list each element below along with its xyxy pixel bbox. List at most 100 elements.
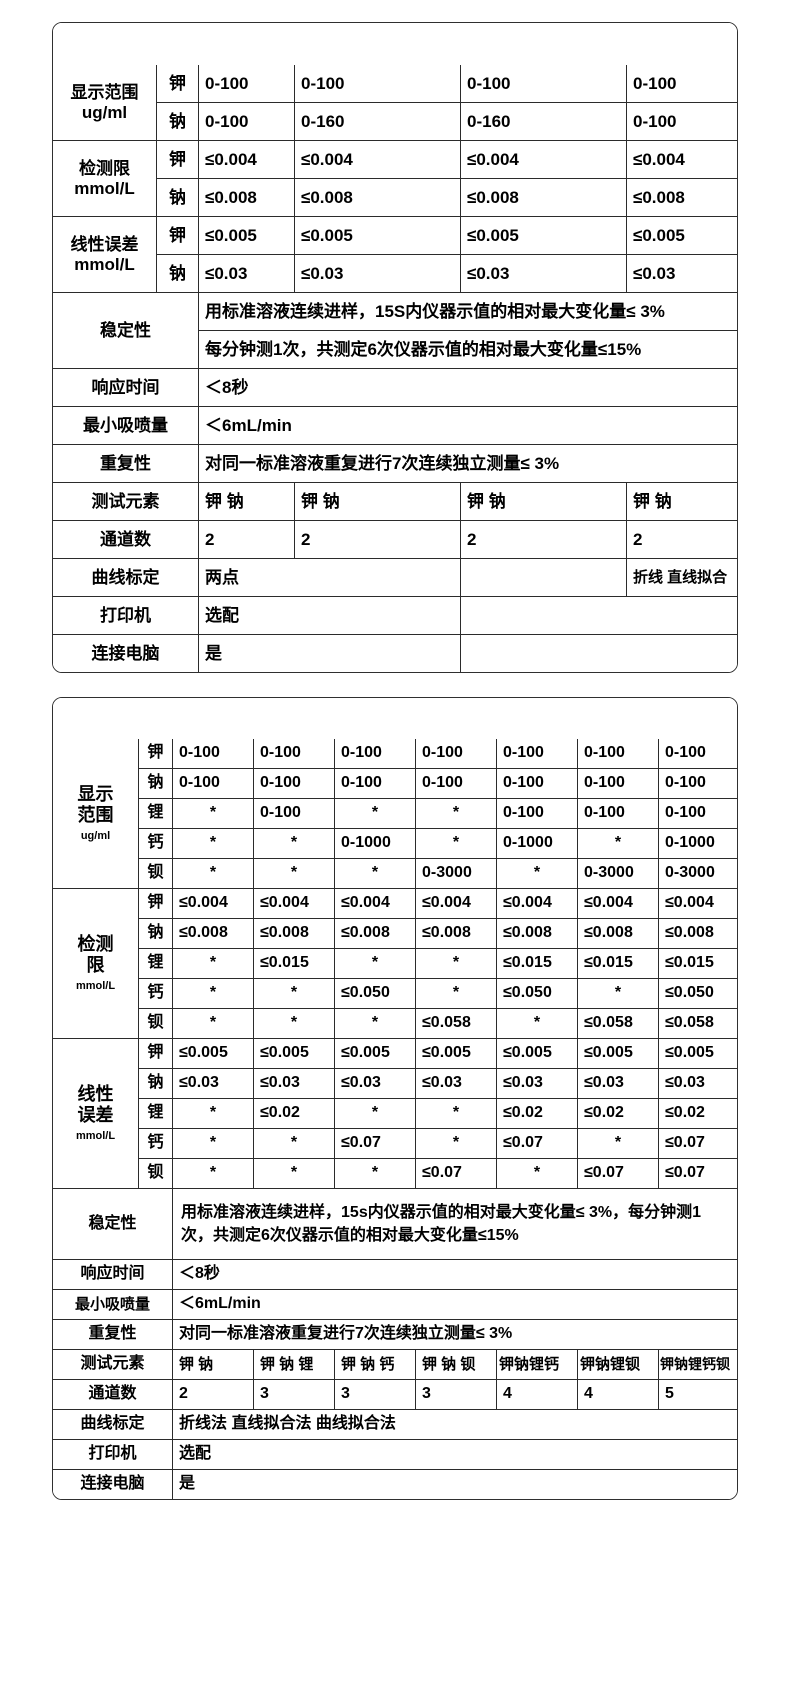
cell-value: * xyxy=(415,798,498,829)
cell-value: * xyxy=(334,858,417,889)
cell-value: ≤0.004 xyxy=(626,140,737,179)
cell-value: * xyxy=(415,828,498,859)
ion-label: 钙 xyxy=(137,1128,174,1159)
group-unit-text: mmol/L xyxy=(74,254,135,274)
cell-value: 钾钠锂钡 xyxy=(577,1349,660,1380)
table-row: 曲线标定 两点 折线 直线拟合 xyxy=(53,558,737,597)
cell-value: ≤0.004 xyxy=(198,140,296,179)
cell-value: 0-1000 xyxy=(658,828,737,859)
cell-value: 钾 钠 xyxy=(626,482,737,521)
cell-value: ≤0.004 xyxy=(253,888,336,919)
row-label-min-aspiration: 最小吸喷量 xyxy=(53,406,200,445)
cell-value: ≤0.07 xyxy=(658,1158,737,1189)
cell-value: ≤0.02 xyxy=(253,1098,336,1129)
table-row: 检测限 mmol/L 钾 ≤0.004 ≤0.004 ≤0.004 ≤0.004 xyxy=(53,140,737,217)
ion-label: 钠 xyxy=(155,178,200,217)
cell-value: ≤0.004 xyxy=(460,140,628,179)
header-yp41: YP-41 xyxy=(577,698,660,739)
cell-value: ≤0.02 xyxy=(577,1098,660,1129)
cell-value: 0-100 xyxy=(253,798,336,829)
cell-value: ≤0.008 xyxy=(294,178,462,217)
cell-value: ≤0.008 xyxy=(415,918,498,949)
row-label-pc-connect: 连接电脑 xyxy=(53,634,200,672)
table-row: 钙 * * 0-1000 * 0-1000 * 0-1000 xyxy=(53,828,737,859)
group-label-line1: 显示 xyxy=(77,783,114,804)
cell-value: * xyxy=(253,828,336,859)
cell-value: ≤0.005 xyxy=(334,1038,417,1069)
table-row: 钡 * * * 0-3000 * 0-3000 0-3000 xyxy=(53,858,737,889)
group-label-line2: 误差 xyxy=(77,1105,114,1126)
cell-value: ≤0.008 xyxy=(496,918,579,949)
ion-label: 钙 xyxy=(137,978,174,1009)
cell-value: ≤0.050 xyxy=(658,978,737,1009)
cell-value: ≤0.03 xyxy=(577,1068,660,1099)
row-label-test-elements: 测试元素 xyxy=(53,1349,174,1380)
cell-value: 0-100 xyxy=(172,738,255,769)
cell-value: 0-1000 xyxy=(496,828,579,859)
spec-table-yp20: 型号 YP-20 YP-20(土肥专用) YP-20(水泥专用) YP-21 显… xyxy=(53,23,737,672)
cell-value: 0-1000 xyxy=(334,828,417,859)
cell-value: 0-100 xyxy=(198,64,296,103)
cell-value: ≤0.03 xyxy=(460,254,628,293)
cell-value: * xyxy=(334,1098,417,1129)
cell-value: * xyxy=(496,858,579,889)
cell-value: 0-100 xyxy=(198,102,296,141)
cell-value: * xyxy=(172,798,255,829)
cell-value: * xyxy=(415,948,498,979)
cell-value: 钾 钠 xyxy=(294,482,462,521)
table-two-container: 型号 YP-22 YP-30 YP-31 YP-32 YP-40 YP-41 Y… xyxy=(52,697,738,1500)
ion-label: 锂 xyxy=(137,798,174,829)
table-row: 连接电脑 是 xyxy=(53,634,737,672)
table-row: 钠 ≤0.03 ≤0.03 ≤0.03 ≤0.03 ≤0.03 ≤0.03 ≤0… xyxy=(53,1068,737,1099)
row-label-repeatability: 重复性 xyxy=(53,444,200,483)
header-yp30: YP-30 xyxy=(253,698,336,739)
cell-value: ≤0.004 xyxy=(496,888,579,919)
curve-calibration-value: 折线法 直线拟合法 曲线拟合法 xyxy=(172,1409,737,1440)
row-label-min-aspiration: 最小吸喷量 xyxy=(53,1289,174,1320)
curve-calibration-middle xyxy=(460,558,628,597)
ion-label: 钠 xyxy=(155,254,200,293)
ion-label: 钡 xyxy=(137,858,174,889)
table-row: 通道数 2 2 2 2 xyxy=(53,520,737,559)
cell-value: 3 xyxy=(334,1379,417,1410)
cell-value: ≤0.005 xyxy=(626,216,737,255)
cell-value: ≤0.005 xyxy=(294,216,462,255)
cell-value: 0-100 xyxy=(415,768,498,799)
cell-value: ≤0.005 xyxy=(577,1038,660,1069)
pc-connect-value: 是 xyxy=(172,1469,737,1499)
cell-value: 0-100 xyxy=(334,738,417,769)
cell-value: 2 xyxy=(294,520,462,559)
header-yp31: YP-31 xyxy=(334,698,417,739)
cell-value: * xyxy=(415,1098,498,1129)
cell-value: * xyxy=(172,1158,255,1189)
cell-value: ≤0.005 xyxy=(496,1038,579,1069)
cell-value: * xyxy=(172,1098,255,1129)
cell-value: ≤0.03 xyxy=(198,254,296,293)
header-yp20: YP-20 xyxy=(198,23,296,65)
cell-value: * xyxy=(577,978,660,1009)
cell-value: ≤0.07 xyxy=(496,1128,579,1159)
cell-value: ≤0.008 xyxy=(460,178,628,217)
cell-value: ≤0.07 xyxy=(658,1128,737,1159)
curve-calibration-left: 两点 xyxy=(198,558,462,597)
cell-value: ≤0.07 xyxy=(415,1158,498,1189)
table-row: 显示 范围 ug/ml 钾 0-100 0-100 0-100 0-100 0-… xyxy=(53,738,737,889)
table-row: 重复性 对同一标准溶液重复进行7次连续独立测量≤ 3% xyxy=(53,444,737,483)
cell-value: ≤0.008 xyxy=(577,918,660,949)
stability-line-2: 每分钟测1次，共测定6次仪器示值的相对最大变化量≤15% xyxy=(198,330,737,369)
cell-value: ≤0.03 xyxy=(172,1068,255,1099)
cell-value: * xyxy=(172,948,255,979)
cell-value: * xyxy=(253,978,336,1009)
row-value-response-time: ＜8秒 xyxy=(198,368,737,407)
cell-value: 0-100 xyxy=(172,768,255,799)
cell-value: 0-3000 xyxy=(658,858,737,889)
group-label-detection-limit: 检测限 mmol/L xyxy=(53,140,157,217)
table-row: 线性误差 mmol/L 钾 ≤0.005 ≤0.005 ≤0.005 ≤0.00… xyxy=(53,216,737,293)
cell-value: 钾 钠 xyxy=(460,482,628,521)
cell-value: * xyxy=(172,1128,255,1159)
cell-value: ≤0.004 xyxy=(577,888,660,919)
cell-value: ≤0.03 xyxy=(496,1068,579,1099)
cell-value: 钾钠锂钙钡 xyxy=(658,1349,737,1380)
ion-label: 钾 xyxy=(155,64,200,103)
cell-value: ≤0.004 xyxy=(172,888,255,919)
